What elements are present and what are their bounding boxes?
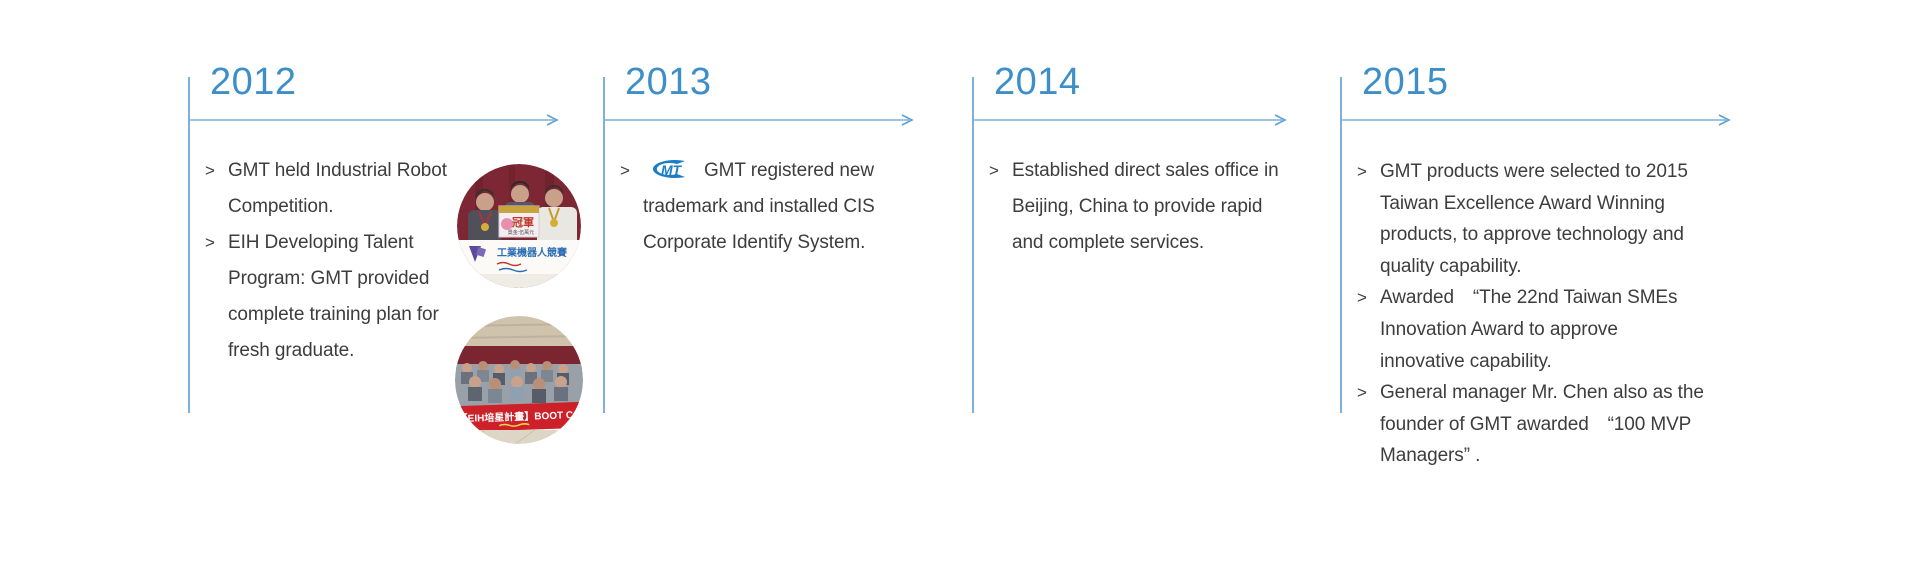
milestone-item: > Established direct sales office in Bei… [986, 153, 1288, 261]
bootcamp-banner-text: 【EIH培星計畫】BOOT CA [457, 408, 580, 425]
timeline-vertical-line [1340, 77, 1342, 413]
milestone-text: GMT products were selected to 2015 Taiwa… [1380, 161, 1688, 277]
competition-banner-text: 工業機器人競賽 [497, 246, 568, 259]
milestone-list: > Established direct sales office in Bei… [986, 153, 1288, 261]
timeline-arrow-icon [972, 114, 1287, 126]
timeline-column-2013: 2013 > MT GMT registered new trademark a… [603, 0, 943, 562]
milestone-text: GMT registered new trademark and install… [643, 160, 875, 253]
milestone-item: > Awarded “The 22nd Taiwan SMEs Innovati… [1354, 282, 1706, 377]
bullet-marker: > [1357, 383, 1367, 403]
timeline-arrow-icon [1340, 114, 1731, 126]
timeline-arrow-icon [603, 114, 914, 126]
year-label-2015: 2015 [1362, 61, 1449, 103]
milestone-text: GMT held Industrial Robot Competition. [228, 160, 447, 217]
year-label-2014: 2014 [994, 61, 1081, 103]
milestone-item: > General manager Mr. Chen also as the f… [1354, 377, 1706, 472]
milestone-list: > GMT held Industrial Robot Competition.… [202, 153, 454, 369]
milestone-text: General manager Mr. Chen also as the fou… [1380, 382, 1704, 467]
timeline-vertical-line [188, 77, 190, 413]
year-label-2013: 2013 [625, 61, 712, 103]
prize-sign-text: 獎金:伍萬元 [508, 229, 534, 236]
gmt-logo-icon: MT [652, 160, 685, 178]
bullet-marker: > [989, 161, 999, 180]
award-ceremony-photo: 冠軍 獎金:伍萬元 工業機器人競賽 [457, 164, 581, 288]
bullet-marker: > [205, 233, 215, 252]
milestone-text: Established direct sales office in Beiji… [1012, 160, 1279, 253]
bootcamp-group-photo: 【EIH培星計畫】BOOT CA [455, 316, 583, 444]
milestone-item: > GMT products were selected to 2015 Tai… [1354, 156, 1706, 282]
timeline-column-2015: 2015 > GMT products were selected to 201… [1340, 0, 1760, 562]
milestone-list: > GMT products were selected to 2015 Tai… [1354, 156, 1706, 472]
timeline-vertical-line [972, 77, 974, 413]
gmt-logo-text: MT [661, 162, 683, 178]
bullet-marker: > [620, 161, 630, 180]
timeline-column-2012: 2012 > GMT held Industrial Robot Competi… [188, 0, 568, 562]
milestone-text: EIH Developing Talent Program: GMT provi… [228, 232, 439, 361]
milestone-text: Awarded “The 22nd Taiwan SMEs Innovation… [1380, 287, 1678, 372]
award-ceremony-photo-image: 冠軍 獎金:伍萬元 工業機器人競賽 [457, 164, 581, 288]
timeline-vertical-line [603, 77, 605, 413]
timeline-arrow-icon [188, 114, 559, 126]
bootcamp-group-photo-image: 【EIH培星計畫】BOOT CA [455, 316, 583, 444]
year-label-2012: 2012 [210, 61, 297, 103]
bullet-marker: > [1357, 162, 1367, 181]
bullet-marker: > [205, 161, 215, 180]
milestone-item: > MT GMT registered new trademark and in… [617, 153, 909, 261]
milestone-item: > EIH Developing Talent Program: GMT pro… [202, 225, 454, 369]
champion-sign-text: 冠軍 [512, 216, 534, 229]
milestone-list: > MT GMT registered new trademark and in… [617, 153, 909, 261]
timeline-column-2014: 2014 > Established direct sales office i… [972, 0, 1312, 562]
bullet-marker: > [1357, 288, 1367, 308]
milestone-item: > GMT held Industrial Robot Competition. [202, 153, 454, 225]
